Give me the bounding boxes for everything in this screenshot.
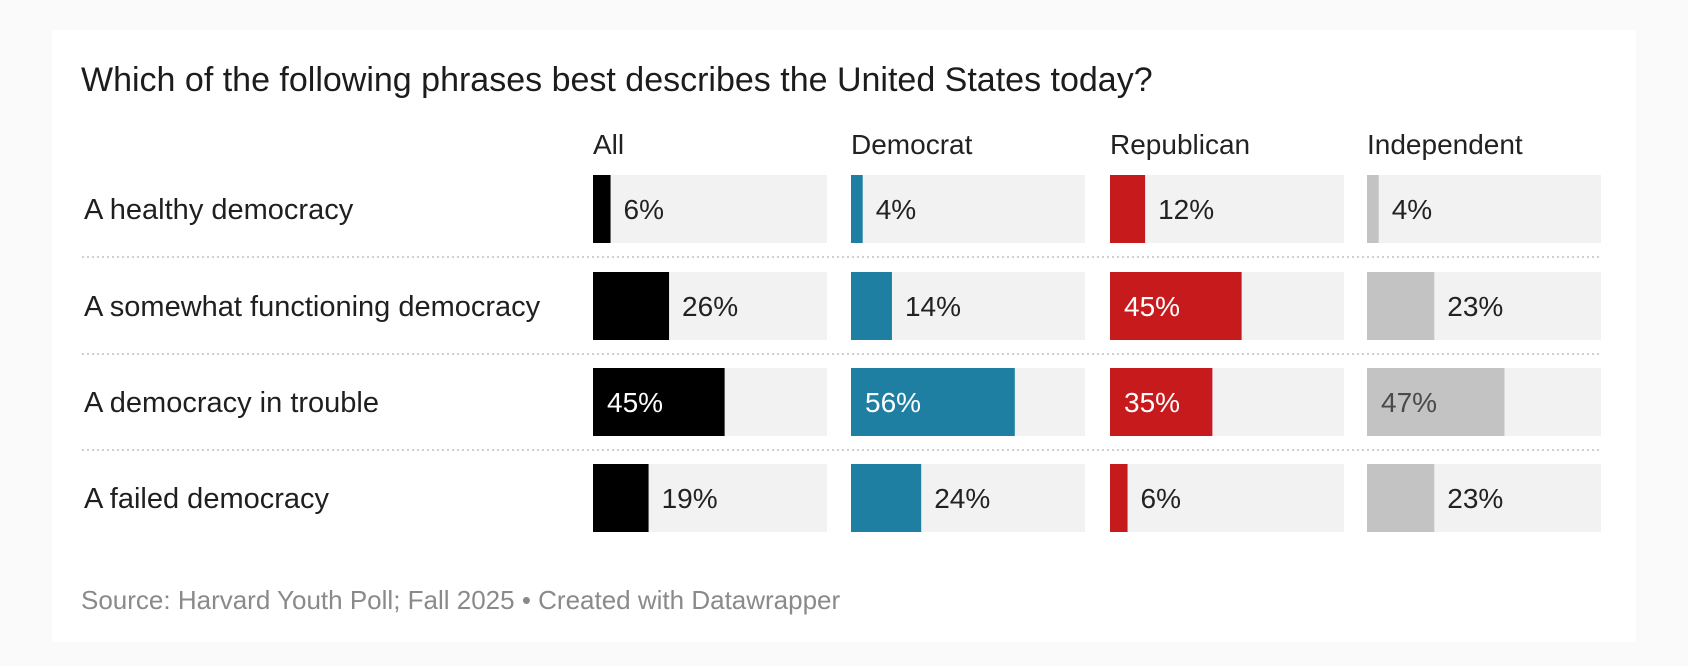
data-label: 4% (1392, 194, 1432, 225)
data-label: 47% (1381, 387, 1437, 418)
row-labels: A healthy democracy A somewhat functionin… (84, 194, 541, 515)
row-label-a-somewhat-functioning-democracy: A somewhat functioning democracy (84, 291, 541, 323)
column-independent: Independent 4% 23% 47% 23% (1367, 129, 1601, 532)
bar-track (1110, 464, 1344, 532)
bar (1367, 368, 1505, 436)
column-header: Independent (1367, 129, 1523, 160)
column-democrat: Democrat 4% 14% 56% 24% (851, 129, 1085, 532)
data-label: 35% (1124, 387, 1180, 418)
bar-track (1110, 175, 1344, 243)
data-label: 6% (624, 194, 664, 225)
data-label: 4% (876, 194, 916, 225)
data-label: 6% (1141, 483, 1181, 514)
bar (851, 175, 863, 243)
bar (593, 272, 670, 340)
column-header: Republican (1110, 129, 1250, 160)
bar (593, 464, 649, 532)
bar (1367, 175, 1379, 243)
bar (593, 175, 611, 243)
bar (1110, 175, 1146, 243)
bar (1367, 272, 1435, 340)
row-label-a-democracy-in-trouble: A democracy in trouble (84, 387, 379, 419)
column-header: All (593, 129, 624, 160)
row-separators (82, 256, 1601, 451)
data-label: 56% (865, 387, 921, 418)
data-label: 23% (1447, 291, 1503, 322)
data-label: 24% (934, 483, 990, 514)
data-label: 14% (905, 291, 961, 322)
bar (1110, 464, 1128, 532)
bar (851, 464, 922, 532)
bar (851, 368, 1015, 436)
column-all: All 6% 26% 45% 19% (593, 129, 827, 532)
bar-track (593, 175, 827, 243)
data-label: 45% (1124, 291, 1180, 322)
data-label: 26% (682, 291, 738, 322)
bar (1110, 368, 1213, 436)
source-note: Source: Harvard Youth Poll; Fall 2025 • … (81, 585, 841, 615)
bar-track (851, 175, 1085, 243)
row-label-a-healthy-democracy: A healthy democracy (84, 194, 354, 226)
data-label: 45% (607, 387, 663, 418)
column-header: Democrat (851, 129, 973, 160)
bar (1367, 464, 1435, 532)
bar (593, 368, 725, 436)
bar-columns: All 6% 26% 45% 19% Democrat 4% 14% 56% 24% Republi… (593, 129, 1601, 532)
data-label: 12% (1158, 194, 1214, 225)
column-republican: Republican 12% 45% 35% 6% (1110, 129, 1344, 532)
bar (851, 272, 892, 340)
data-label: 19% (662, 483, 718, 514)
chart-title: Which of the following phrases best desc… (81, 61, 1153, 99)
row-label-a-failed-democracy: A failed democracy (84, 483, 330, 515)
data-label: 23% (1447, 483, 1503, 514)
bar-track (1367, 175, 1601, 243)
bar (1110, 272, 1242, 340)
